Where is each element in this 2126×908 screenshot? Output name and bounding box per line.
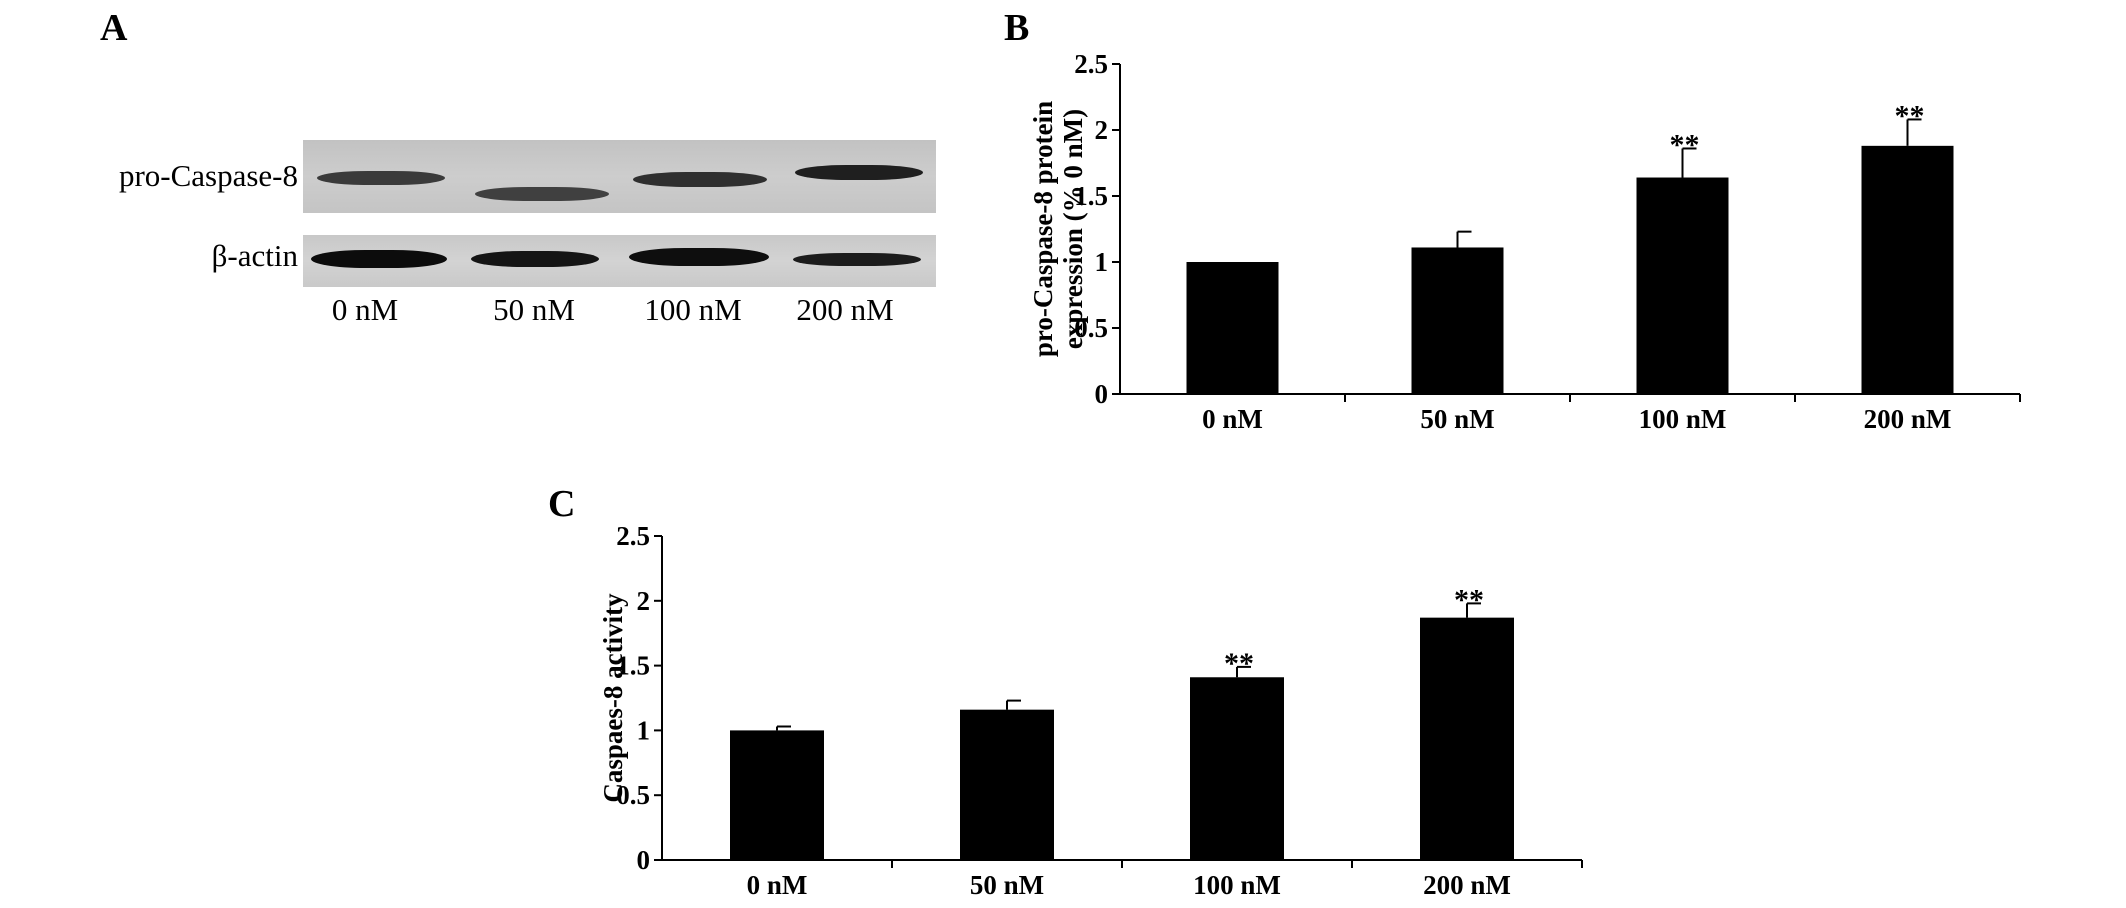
blot-band-lane-2 <box>475 187 609 201</box>
blot-lane-label: 200 nM <box>796 292 894 327</box>
blot-row-label-beta-actin: β-actin <box>211 238 298 273</box>
bar <box>1186 262 1279 394</box>
blot-band-lane-4 <box>795 165 923 180</box>
y-tick-label: 0 <box>1095 379 1109 409</box>
blot-strip-beta-actin <box>303 235 936 287</box>
y-tick-label: 2 <box>1095 115 1109 145</box>
y-tick-label: 0.5 <box>1074 313 1108 343</box>
bar <box>1411 247 1504 394</box>
blot-lane-label: 50 nM <box>493 292 575 327</box>
y-tick-label: 1.5 <box>616 651 650 681</box>
significance-marker: ** <box>1895 99 1925 132</box>
blot-band-lane-3 <box>633 172 767 187</box>
bar <box>1190 677 1284 860</box>
blot-band-lane-3 <box>629 248 769 266</box>
x-tick-label: 100 nM <box>1193 870 1281 900</box>
blot-row-label-pro-caspase-8: pro-Caspase-8 <box>118 158 298 193</box>
bar <box>1861 145 1954 394</box>
panel-letter-b: B <box>1004 7 1030 49</box>
significance-marker: ** <box>1454 583 1484 616</box>
blot-lane-label: 100 nM <box>644 292 742 327</box>
bar <box>960 709 1054 860</box>
significance-marker: ** <box>1224 647 1254 680</box>
blot-lane-label: 0 nM <box>331 292 399 327</box>
blot-band-lane-2 <box>471 251 599 267</box>
x-tick-label: 200 nM <box>1423 870 1511 900</box>
y-tick-label: 0 <box>637 845 651 875</box>
x-tick-label: 50 nM <box>1420 404 1494 434</box>
bar <box>1420 617 1514 860</box>
significance-marker: ** <box>1670 128 1700 161</box>
blot-band-lane-1 <box>311 250 447 268</box>
blot-strip-pro-caspase-8 <box>303 140 936 213</box>
y-axis-label: expression (% 0 nM) <box>1058 109 1088 349</box>
blot-band-lane-1 <box>317 171 445 185</box>
x-tick-label: 0 nM <box>747 870 808 900</box>
panel-letter-c: C <box>548 483 576 525</box>
y-tick-label: 0.5 <box>616 780 650 810</box>
y-tick-label: 2.5 <box>1074 49 1108 79</box>
bar <box>730 730 824 860</box>
y-tick-label: 2 <box>637 586 651 616</box>
y-tick-label: 1.5 <box>1074 181 1108 211</box>
x-tick-label: 200 nM <box>1864 404 1952 434</box>
bar-chart-b: 0 0.5 1 1.5 2 2.5 0 nM 50 nM 100 nM ** 200 nM ** pro… <box>1028 49 2021 434</box>
bar-chart-c: 0 0.5 1 1.5 2 2.5 0 nM 50 nM 100 nM ** 200 nM ** Cas… <box>598 521 1583 900</box>
y-tick-label: 1 <box>637 715 651 745</box>
x-tick-label: 0 nM <box>1202 404 1263 434</box>
y-axis-label: Caspaes-8 activity <box>598 593 628 803</box>
panel-letter-a: A <box>100 7 128 49</box>
x-tick-label: 100 nM <box>1639 404 1727 434</box>
blot-band-lane-4 <box>793 253 921 266</box>
x-tick-label: 50 nM <box>970 870 1044 900</box>
bar <box>1636 177 1729 394</box>
y-tick-label: 1 <box>1095 247 1109 277</box>
y-axis-label: pro-Caspase-8 protein <box>1028 101 1058 357</box>
y-tick-label: 2.5 <box>616 521 650 551</box>
